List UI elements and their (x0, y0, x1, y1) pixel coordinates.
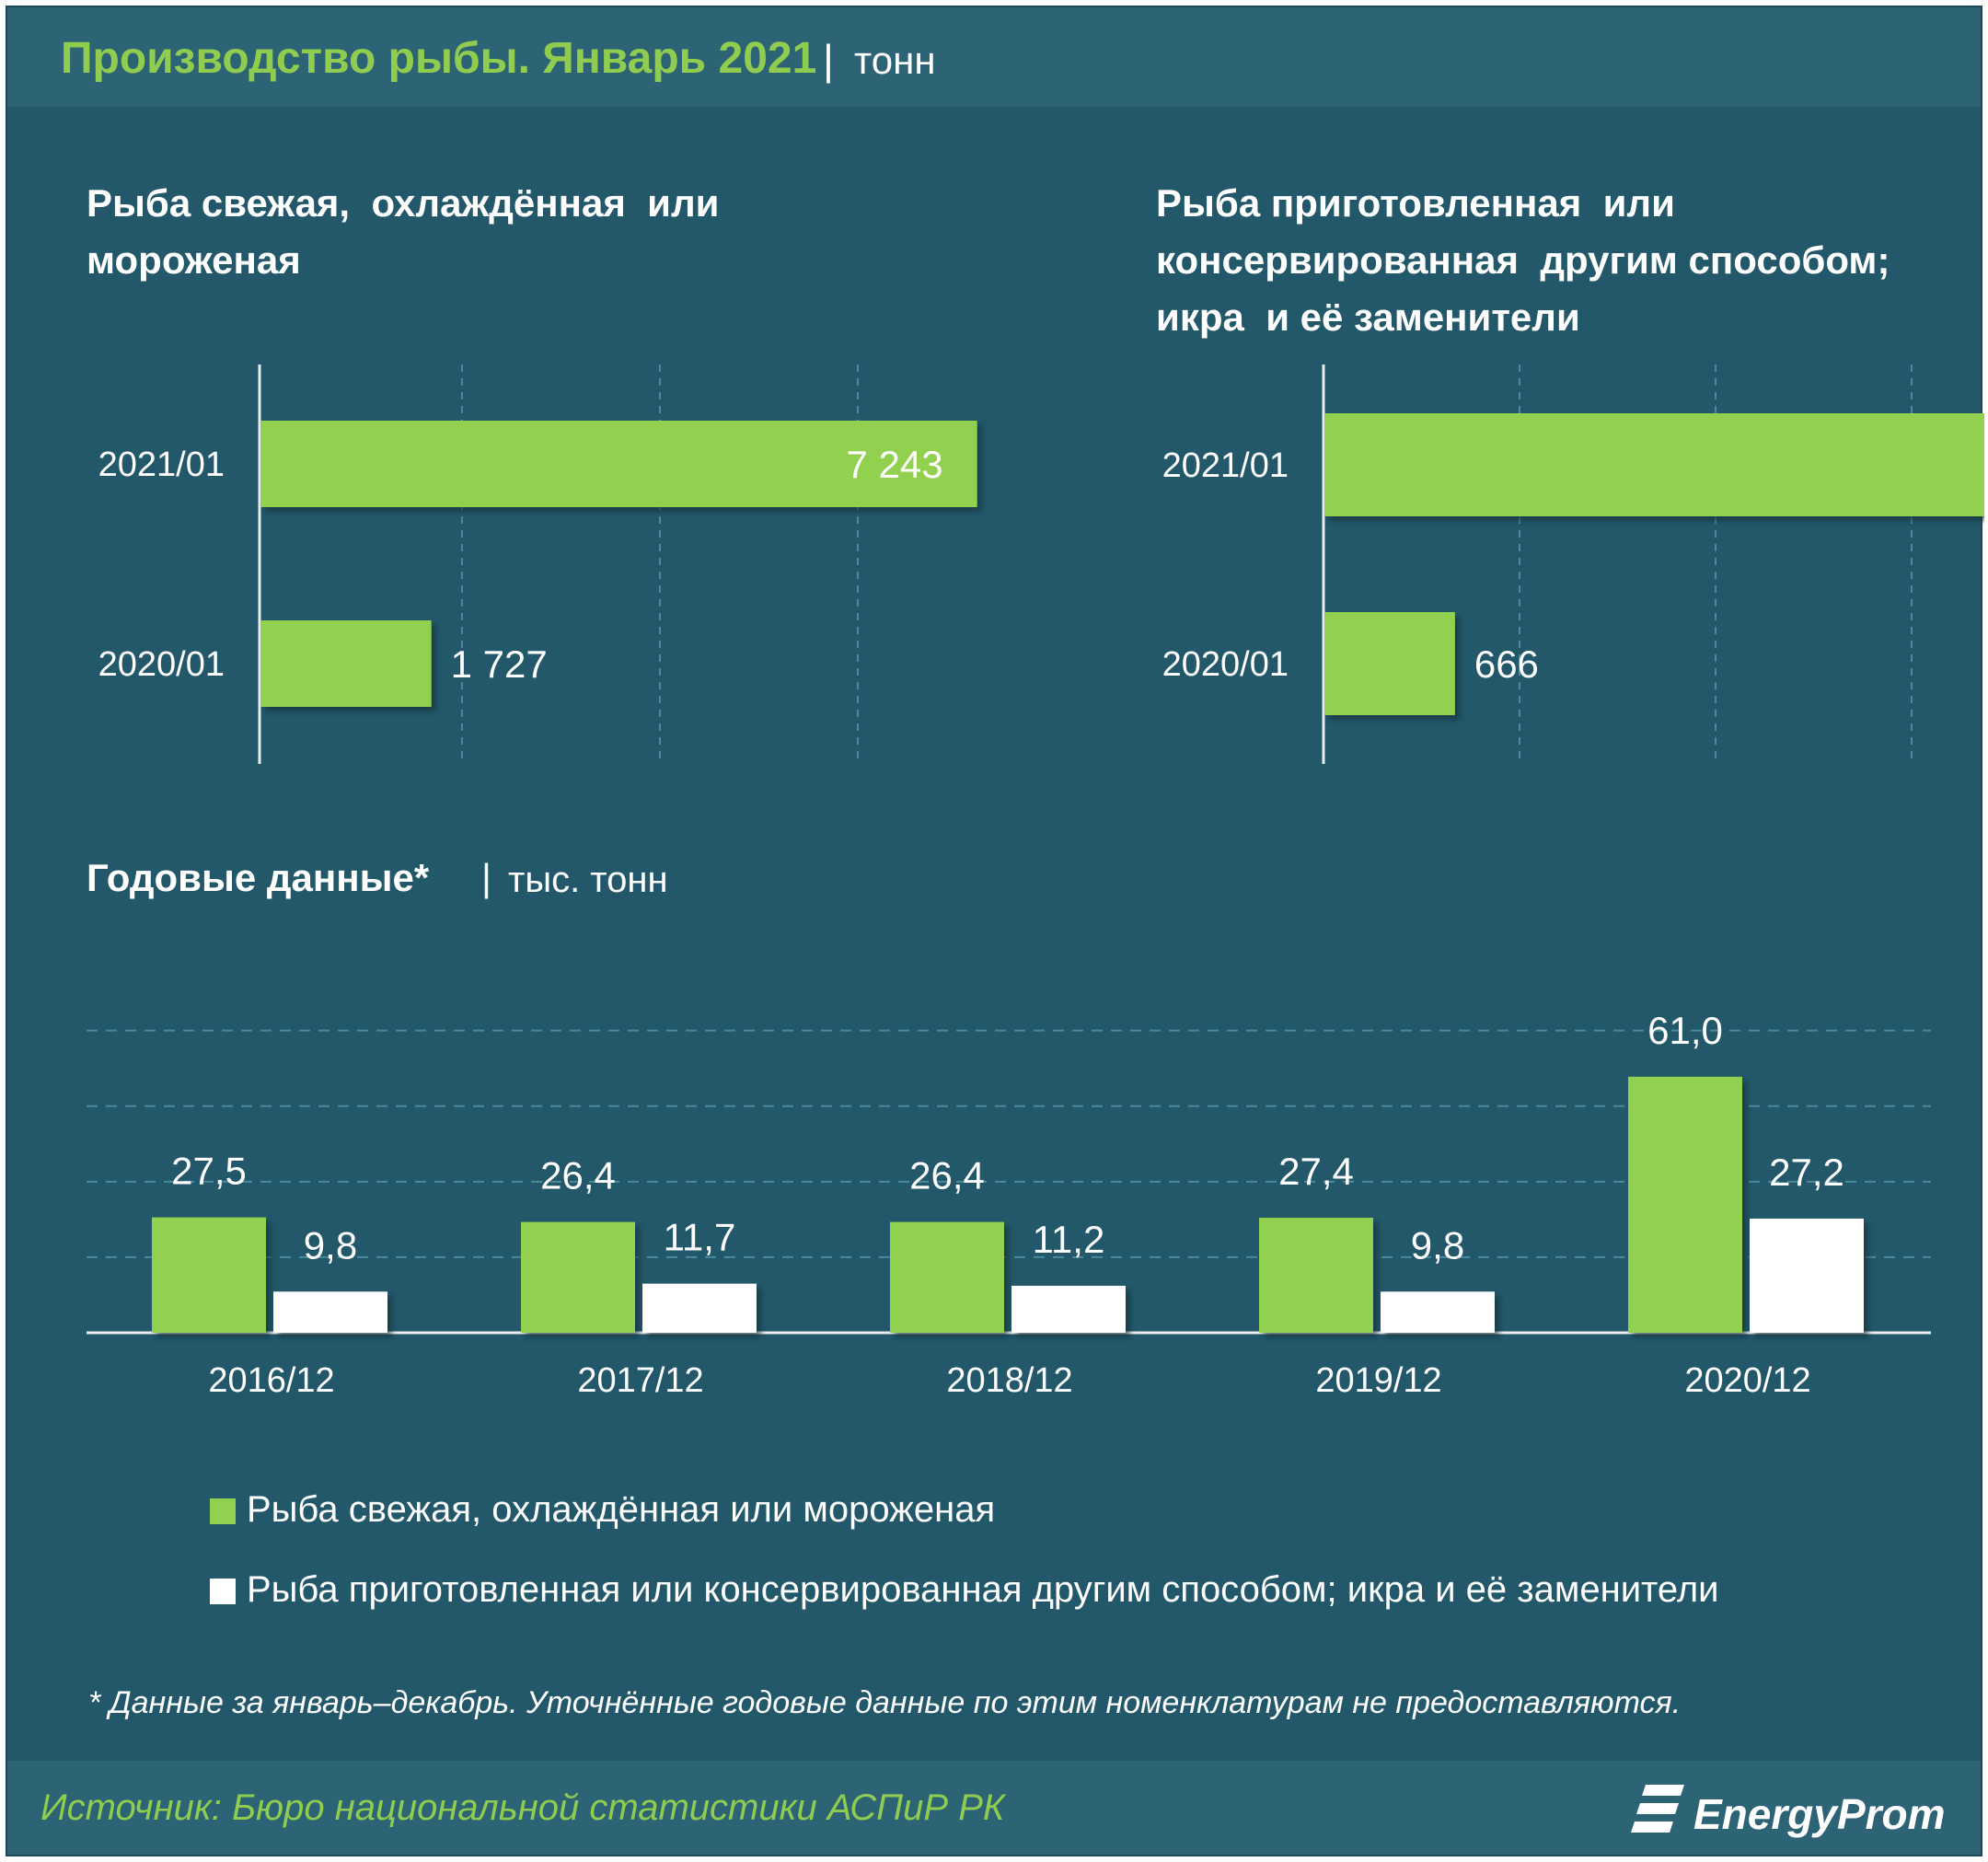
annual-bar-prepared (642, 1283, 757, 1333)
energyprom-logo: EnergyProm (1629, 1777, 1960, 1844)
legend-item-prepared: Рыба приготовленная или консервированная… (210, 1569, 1719, 1611)
annual-category-label: 2020/12 (1684, 1361, 1810, 1400)
annual-bar-fresh (521, 1221, 635, 1333)
chart2-value-label: 666 (1474, 642, 1539, 686)
legend-item-fresh: Рыба свежая, охлаждённая или мороженая (210, 1489, 995, 1531)
chart2-bar (1324, 612, 1455, 715)
chart2-category-label: 2020/01 (1162, 645, 1289, 684)
logo-icon (1631, 1785, 1684, 1833)
annual-value-label-prepared: 11,7 (664, 1216, 736, 1259)
annual-bar-prepared (1381, 1291, 1495, 1333)
chart1-category-label: 2020/01 (98, 645, 225, 684)
infographic-panel: Производство рыбы. Январь 2021 | тонн Ры… (6, 6, 1984, 1856)
annual-bar-prepared (1750, 1218, 1864, 1333)
annual-bar-fresh (1628, 1076, 1742, 1333)
annual-value-label-prepared: 9,8 (304, 1223, 357, 1266)
chart1-bar (260, 620, 432, 707)
annual-category-label: 2018/12 (946, 1361, 1072, 1400)
annual-unit: тыс. тонн (508, 860, 668, 900)
chart2-category-label: 2021/01 (1162, 446, 1289, 485)
annual-category-label: 2017/12 (577, 1361, 703, 1400)
annual-bar-prepared (1011, 1285, 1126, 1333)
annual-value-label-fresh: 27,5 (171, 1150, 247, 1193)
chart2-subtitle: Рыба приготовленная или консервированная… (1156, 181, 1890, 339)
annual-category-label: 2019/12 (1315, 1361, 1441, 1400)
legend-swatch-fresh (210, 1498, 236, 1524)
annual-value-label-fresh: 61,0 (1647, 1009, 1723, 1052)
annual-value-label-prepared: 27,2 (1769, 1151, 1844, 1194)
chart1-subtitle: Рыба свежая, охлаждённая или мороженая (87, 181, 720, 282)
annual-category-label: 2016/12 (208, 1361, 334, 1400)
footnote: * Данные за январь–декабрь. Уточнённые г… (88, 1685, 1682, 1720)
title-unit: тонн (854, 39, 936, 82)
chart1-bar (260, 421, 977, 507)
annual-value-label-fresh: 26,4 (909, 1154, 985, 1197)
annual-separator: | (481, 856, 491, 899)
annual-chart-title: Годовые данные* (87, 856, 430, 899)
footer-bar: Источник: Бюро национальной статистики А… (7, 1761, 1981, 1855)
annual-bar-fresh (152, 1217, 266, 1333)
chart-title: Производство рыбы. Январь 2021 (61, 34, 817, 83)
chart1-category-label: 2021/01 (98, 445, 225, 484)
legend-label-fresh: Рыба свежая, охлаждённая или мороженая (247, 1489, 996, 1530)
annual-value-label-fresh: 26,4 (540, 1154, 616, 1197)
header-bar: Производство рыбы. Январь 2021 | тонн (7, 7, 1981, 107)
chart1-value-label: 7 243 (847, 443, 943, 486)
logo-text: EnergyProm (1693, 1790, 1946, 1838)
annual-value-label-fresh: 27,4 (1278, 1150, 1354, 1193)
annual-bar-fresh (1259, 1218, 1373, 1333)
chart1-value-label: 1 727 (451, 642, 548, 686)
source-text: Источник: Бюро национальной статистики А… (40, 1787, 1005, 1828)
legend-swatch-prepared (210, 1579, 236, 1604)
annual-bar-prepared (273, 1291, 387, 1333)
title-separator: | (823, 36, 834, 84)
chart2-bar (1324, 413, 1984, 516)
annual-value-label-prepared: 11,2 (1033, 1218, 1105, 1261)
annual-value-label-prepared: 9,8 (1411, 1223, 1464, 1266)
legend-label-prepared: Рыба приготовленная или консервированная… (247, 1569, 1719, 1610)
annual-bar-fresh (890, 1221, 1004, 1333)
